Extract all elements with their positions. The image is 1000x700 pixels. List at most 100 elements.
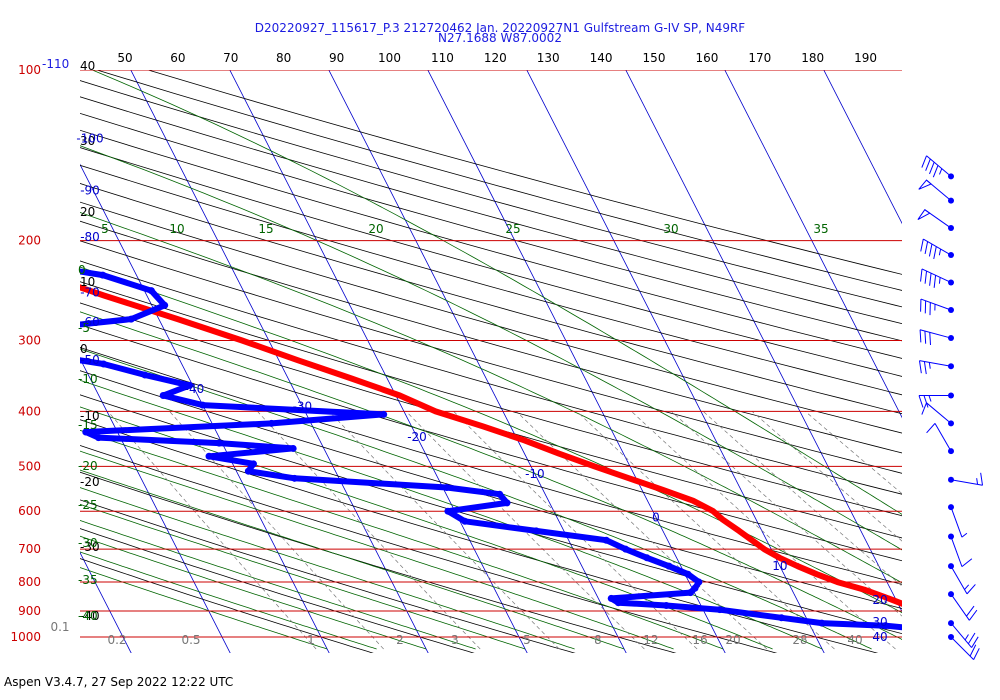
- wind-barb-flag: [918, 179, 933, 190]
- wind-barb-feather: [980, 472, 984, 486]
- dry-adiabat-line: [80, 394, 902, 635]
- left-axis-label: 20: [80, 205, 95, 219]
- wind-barb-feather: [926, 423, 936, 434]
- dewpoint-point: [161, 301, 169, 309]
- theta-e-label: -30: [78, 536, 98, 550]
- dewpoint-point: [444, 507, 452, 515]
- mixing-ratio-line: [329, 411, 560, 650]
- mixing-ratio-label: 40: [847, 633, 862, 647]
- wind-barb-feather: [924, 331, 927, 344]
- dry-adiabat-line: [80, 220, 902, 454]
- dewpoint-point: [532, 527, 540, 535]
- dewpoint-point: [695, 578, 703, 586]
- dry-adiabat-line: [80, 164, 902, 396]
- wind-barb-staff: [950, 565, 968, 595]
- mixing-ratio-label: 2: [396, 633, 404, 647]
- wind-barb-staff: [926, 402, 952, 424]
- dry-adiabat-line: [80, 201, 902, 434]
- wind-barb-half-feather: [964, 584, 970, 590]
- mixing-ratio-line: [631, 411, 896, 650]
- moist-adiabat-label: 25: [505, 222, 520, 236]
- wind-barb-feather: [929, 332, 932, 346]
- moist-adiabat-line: [80, 503, 526, 650]
- left-axis-label: 0: [80, 342, 88, 356]
- dry-adiabat-line: [146, 70, 902, 275]
- mixing-ratio-label: 5: [523, 633, 531, 647]
- dewpoint-point: [607, 594, 615, 602]
- top-axis-label: 100: [378, 51, 401, 65]
- isotherm-line: [823, 70, 902, 225]
- mixing-ratio-label: 0.1: [50, 620, 69, 634]
- dewpoint-point: [82, 428, 90, 436]
- isotherm-line: [994, 15, 1000, 660]
- isotherm-label: -90: [80, 183, 100, 197]
- dewpoint-profile-line: [80, 268, 902, 631]
- isotherm-label: -70: [80, 286, 100, 300]
- temperature-profile-line: [80, 284, 902, 607]
- moist-adiabat-line: [80, 379, 823, 650]
- dry-adiabat-line: [80, 558, 374, 653]
- pressure-label: 800: [18, 575, 41, 589]
- left-axis-label: -20: [80, 475, 100, 489]
- moist-adiabat-label: 30: [663, 222, 678, 236]
- moist-adiabat-line: [80, 450, 674, 650]
- isotherm-label: -20: [407, 430, 427, 444]
- wind-barb-feather: [921, 155, 927, 168]
- isotherm-label: -50: [80, 353, 100, 367]
- left-axis-label: 40: [80, 59, 95, 73]
- top-axis-label: 170: [748, 51, 771, 65]
- dry-adiabat-line: [80, 147, 902, 377]
- dewpoint-point: [3, 329, 10, 336]
- wind-barb-staff: [950, 506, 963, 538]
- theta-e-label: -15: [78, 418, 98, 432]
- dewpoint-point: [159, 391, 167, 399]
- dewpoint-point: [684, 570, 692, 578]
- top-axis-label: 80: [276, 51, 291, 65]
- mixing-ratio-label: 8: [594, 633, 602, 647]
- isotherm-label: -100: [76, 131, 103, 145]
- moist-adiabat-label: 35: [813, 222, 828, 236]
- top-axis-label: 50: [117, 51, 132, 65]
- dry-adiabat-line: [80, 112, 902, 342]
- wind-barb-staff: [934, 423, 952, 452]
- mixing-ratio-line: [405, 411, 645, 650]
- dry-adiabat-line: [80, 260, 902, 495]
- moist-adiabat-line: [80, 145, 902, 551]
- dewpoint-point: [496, 490, 504, 498]
- wind-barb-feather: [971, 636, 979, 648]
- dewpoint-point: [95, 434, 103, 442]
- theta-e-label: -25: [78, 498, 98, 512]
- profile-layer: [3, 268, 946, 638]
- top-axis-label: 190: [854, 51, 877, 65]
- chart-title: D20220927_115617_P.3 212720462 Jan. 2022…: [254, 21, 746, 35]
- pressure-label: 700: [18, 542, 41, 556]
- dewpoint-point: [686, 589, 694, 597]
- dewpoint-point: [939, 631, 946, 638]
- isotherm-label: -10: [525, 467, 545, 481]
- theta-e-label: -5: [78, 321, 90, 335]
- mixing-ratio-label: 0.2: [107, 633, 126, 647]
- mixing-ratio-line: [516, 411, 768, 650]
- dewpoint-point: [380, 410, 388, 418]
- dewpoint-point: [503, 499, 511, 507]
- dewpoint-point: [622, 545, 630, 553]
- wind-barb-feather: [961, 558, 973, 568]
- dewpoint-point: [205, 452, 213, 460]
- moist-adiabat-line: [80, 211, 902, 584]
- wind-barb-staff: [923, 238, 952, 256]
- dry-adiabat-line: [80, 96, 902, 325]
- dewpoint-point: [881, 622, 889, 630]
- isotherm-line: [130, 70, 429, 653]
- dry-adiabat-line: [80, 80, 902, 308]
- wind-barb-feather: [932, 165, 939, 178]
- mixing-ratio-label: 0.5: [181, 633, 200, 647]
- dewpoint-point: [818, 619, 826, 627]
- isotherm-label: 20: [872, 593, 887, 607]
- isotherm-line: [724, 70, 902, 419]
- dewpoint-point: [267, 419, 275, 427]
- wind-barb-feather: [920, 238, 924, 252]
- isotherm-label: 0: [652, 510, 660, 524]
- dry-adiabat-line: [80, 445, 778, 653]
